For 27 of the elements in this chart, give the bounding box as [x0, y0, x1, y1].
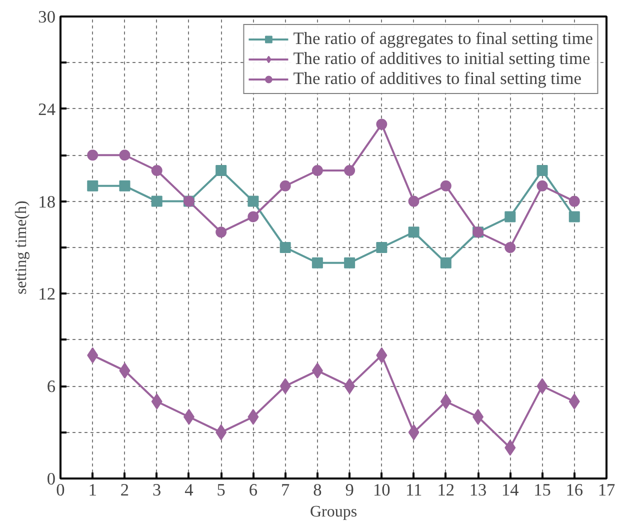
x-axis-title: Groups	[310, 504, 358, 520]
x-tick-label: 7	[280, 480, 290, 500]
x-tick-label: 10	[373, 480, 390, 500]
x-tick-label: 6	[248, 480, 258, 500]
x-tick-label: 5	[216, 480, 226, 500]
y-tick-label: 24	[38, 100, 56, 119]
x-tick-label: 17	[598, 480, 616, 500]
x-tick-label: 16	[566, 480, 584, 500]
x-tick-label: 1	[88, 480, 97, 500]
x-tick-label: 13	[469, 480, 487, 500]
x-tick-label: 12	[437, 480, 455, 500]
x-tick-label: 11	[405, 480, 422, 500]
y-tick-label: 6	[46, 377, 56, 396]
legend-label: The ratio of additives to final setting time	[293, 69, 582, 89]
legend-label: The ratio of additives to initial setting time	[293, 49, 590, 69]
x-tick-label: 2	[120, 480, 130, 500]
x-tick-label: 4	[184, 480, 194, 500]
x-tick-label: 3	[152, 480, 162, 500]
y-tick-label: 12	[38, 284, 56, 304]
x-tick-label: 9	[345, 480, 354, 500]
y-tick-label: 30	[38, 8, 56, 26]
x-tick-label: 15	[534, 480, 551, 500]
legend-label: The ratio of aggregates to final setting time	[293, 29, 593, 49]
x-tick-label: 8	[313, 480, 322, 500]
x-tick-label: 14	[501, 480, 520, 500]
y-tick-label: 18	[38, 192, 56, 212]
y-axis-title: setting time(h)	[13, 200, 30, 294]
